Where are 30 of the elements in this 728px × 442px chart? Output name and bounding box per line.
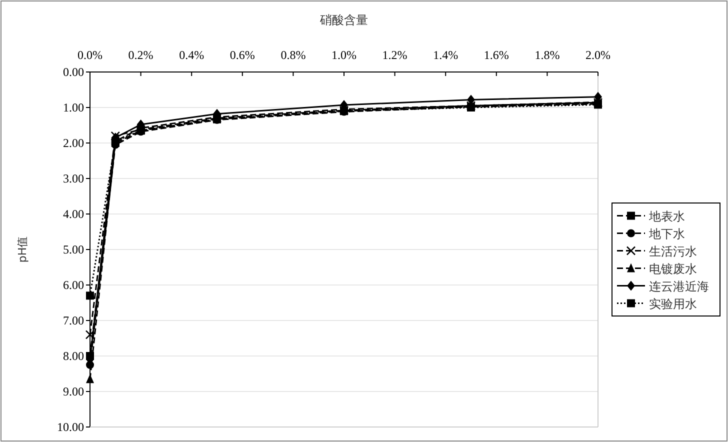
y-tick-label: 3.00 (63, 172, 84, 186)
x-tick-label: 1.6% (484, 48, 509, 62)
x-tick-label: 0.4% (179, 48, 204, 62)
y-tick-label: 1.00 (63, 100, 84, 114)
legend-label: 实验用水 (649, 296, 697, 311)
y-tick-label: 8.00 (63, 349, 84, 363)
x-tick-label: 0.0% (78, 48, 102, 62)
y-tick-label: 5.00 (63, 242, 84, 256)
y-tick-label: 0.00 (63, 65, 84, 79)
x-tick-label: 0.6% (230, 48, 255, 62)
legend-label: 连云港近海 (649, 279, 709, 294)
y-tick-label: 2.00 (63, 136, 84, 150)
x-tick-label: 0.8% (280, 48, 306, 62)
x-tick-label: 1.8% (534, 48, 560, 62)
x-tick-label: 1.4% (433, 48, 458, 62)
legend-label: 地表水 (648, 209, 685, 224)
y-tick-label: 7.00 (63, 314, 84, 328)
x-tick-label: 2.0% (586, 48, 610, 62)
x-tick-label: 0.2% (128, 48, 154, 62)
legend-label: 电镀废水 (649, 262, 697, 276)
y-tick-label: 9.00 (63, 384, 84, 398)
x-tick-label: 1.0% (332, 48, 356, 62)
y-tick-label: 4.00 (63, 207, 84, 221)
legend-label: 生活污水 (649, 244, 697, 258)
y-tick-label: 6.00 (63, 278, 84, 292)
x-axis-title: 硝酸含量 (319, 13, 368, 27)
legend-label: 地下水 (648, 226, 685, 241)
y-axis-title: pH值 (16, 236, 29, 263)
x-tick-label: 1.2% (382, 48, 408, 62)
y-tick-label: 10.00 (57, 420, 84, 434)
